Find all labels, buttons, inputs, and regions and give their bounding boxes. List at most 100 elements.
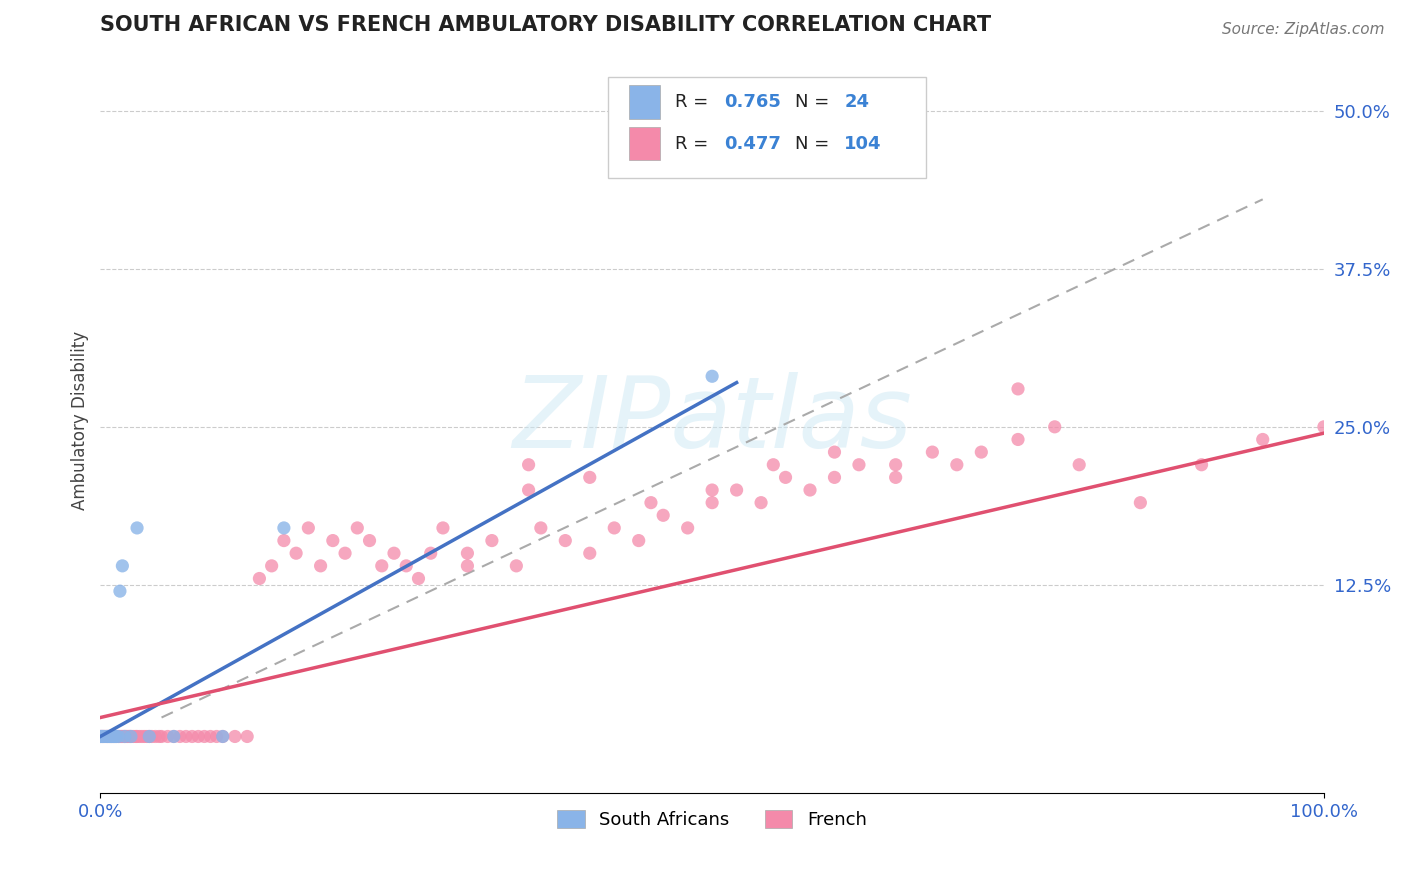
Point [249, 572, 271, 586]
Point [163, 730, 186, 744]
Point [456, 558, 478, 573]
Point [125, 730, 148, 744]
Point [97, 730, 120, 744]
Point [505, 558, 527, 573]
Point [105, 730, 128, 744]
Point [150, 730, 173, 744]
Point [122, 730, 145, 744]
Point [205, 730, 228, 744]
Text: N =: N = [796, 93, 835, 111]
Point [970, 445, 993, 459]
Point [408, 572, 430, 586]
Point [107, 730, 129, 744]
Point [98, 730, 121, 744]
Text: Source: ZipAtlas.com: Source: ZipAtlas.com [1222, 22, 1385, 37]
Point [578, 546, 600, 560]
Point [118, 730, 141, 744]
Point [236, 730, 259, 744]
Point [94, 730, 117, 744]
Point [90, 730, 112, 744]
Y-axis label: Ambulatory Disability: Ambulatory Disability [72, 331, 89, 510]
Point [884, 458, 907, 472]
Point [117, 730, 139, 744]
Point [946, 458, 969, 472]
Point [333, 546, 356, 560]
Point [163, 730, 186, 744]
Point [285, 546, 308, 560]
Point [456, 546, 478, 560]
Point [89, 730, 111, 744]
Point [382, 546, 405, 560]
Point [419, 546, 441, 560]
Point [148, 730, 170, 744]
Point [921, 445, 943, 459]
Point [108, 584, 131, 599]
Point [297, 521, 319, 535]
Point [101, 730, 124, 744]
Point [114, 730, 136, 744]
Point [107, 730, 129, 744]
Point [346, 521, 368, 535]
Point [530, 521, 553, 535]
Text: R =: R = [675, 135, 714, 153]
Point [131, 730, 153, 744]
Point [554, 533, 576, 548]
Point [1313, 420, 1336, 434]
Text: N =: N = [796, 135, 835, 153]
Text: SOUTH AFRICAN VS FRENCH AMBULATORY DISABILITY CORRELATION CHART: SOUTH AFRICAN VS FRENCH AMBULATORY DISAB… [100, 15, 991, 35]
Point [193, 730, 215, 744]
Point [100, 730, 122, 744]
Point [640, 496, 662, 510]
Point [97, 730, 120, 744]
Point [89, 730, 111, 744]
Point [107, 730, 129, 744]
Point [700, 483, 723, 497]
Point [145, 730, 167, 744]
Point [103, 730, 125, 744]
Point [108, 730, 131, 744]
Point [125, 730, 148, 744]
Point [762, 458, 785, 472]
Point [211, 730, 233, 744]
Point [1251, 433, 1274, 447]
Point [224, 730, 246, 744]
Point [120, 730, 142, 744]
Point [273, 521, 295, 535]
Point [120, 730, 142, 744]
Point [1069, 458, 1091, 472]
Point [884, 470, 907, 484]
Point [125, 521, 148, 535]
Point [138, 730, 160, 744]
Point [98, 730, 121, 744]
FancyBboxPatch shape [628, 127, 659, 161]
Point [676, 521, 699, 535]
Point [141, 730, 163, 744]
Point [432, 521, 454, 535]
Point [211, 730, 233, 744]
Point [90, 730, 112, 744]
Point [578, 470, 600, 484]
Point [112, 730, 135, 744]
Point [371, 558, 394, 573]
Point [725, 483, 748, 497]
Point [1043, 420, 1066, 434]
Point [1191, 458, 1213, 472]
Point [91, 730, 114, 744]
Point [110, 730, 132, 744]
Point [1007, 382, 1029, 396]
Point [181, 730, 204, 744]
Point [104, 730, 127, 744]
Text: 0.477: 0.477 [724, 135, 782, 153]
FancyBboxPatch shape [628, 85, 659, 119]
Point [187, 730, 209, 744]
Point [117, 730, 139, 744]
Point [1007, 433, 1029, 447]
Point [114, 730, 136, 744]
Text: R =: R = [675, 93, 714, 111]
Point [97, 730, 120, 744]
Text: 24: 24 [844, 93, 869, 111]
Point [111, 730, 134, 744]
Point [322, 533, 344, 548]
Point [169, 730, 191, 744]
Point [700, 369, 723, 384]
